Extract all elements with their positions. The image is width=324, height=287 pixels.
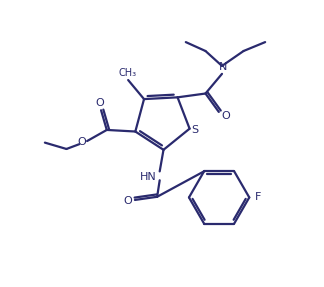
Text: S: S: [192, 125, 199, 135]
Text: N: N: [219, 62, 227, 72]
Text: O: O: [77, 137, 86, 147]
Text: O: O: [95, 98, 104, 108]
Text: F: F: [255, 193, 261, 202]
Text: CH₃: CH₃: [119, 68, 137, 78]
Text: O: O: [123, 196, 132, 206]
Text: HN: HN: [140, 172, 157, 182]
Text: O: O: [221, 111, 230, 121]
